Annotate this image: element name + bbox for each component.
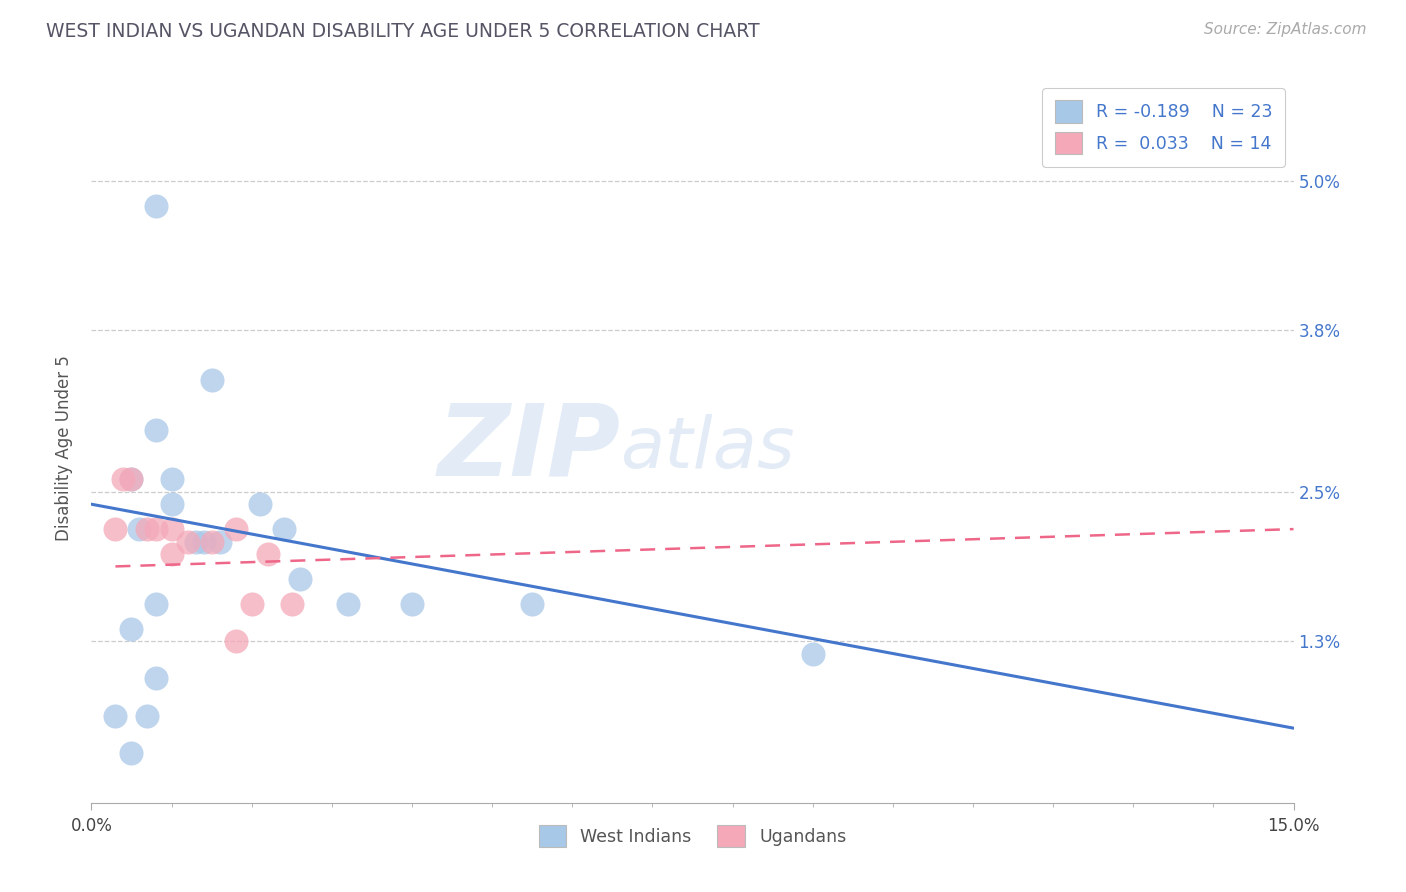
- Point: [145, 672, 167, 686]
- Point: [145, 597, 167, 611]
- Point: [193, 534, 215, 549]
- Point: [104, 522, 127, 536]
- Point: [176, 534, 198, 549]
- Point: [145, 522, 167, 536]
- Point: [128, 522, 150, 536]
- Point: [522, 597, 544, 611]
- Point: [160, 497, 183, 511]
- Point: [801, 647, 824, 661]
- Point: [281, 597, 304, 611]
- Point: [121, 746, 143, 760]
- Text: Source: ZipAtlas.com: Source: ZipAtlas.com: [1204, 22, 1367, 37]
- Point: [401, 597, 423, 611]
- Text: ZIP: ZIP: [437, 400, 620, 497]
- Point: [145, 199, 167, 213]
- Point: [336, 597, 359, 611]
- Point: [201, 534, 224, 549]
- Text: WEST INDIAN VS UGANDAN DISABILITY AGE UNDER 5 CORRELATION CHART: WEST INDIAN VS UGANDAN DISABILITY AGE UN…: [46, 22, 761, 41]
- Y-axis label: Disability Age Under 5: Disability Age Under 5: [55, 355, 73, 541]
- Point: [249, 497, 271, 511]
- Point: [288, 572, 311, 586]
- Point: [104, 708, 127, 723]
- Point: [160, 547, 183, 561]
- Point: [136, 708, 159, 723]
- Legend: West Indians, Ugandans: West Indians, Ugandans: [531, 818, 853, 855]
- Point: [121, 472, 143, 486]
- Point: [201, 373, 224, 387]
- Point: [225, 634, 247, 648]
- Point: [121, 622, 143, 636]
- Point: [240, 597, 263, 611]
- Point: [112, 472, 135, 486]
- Point: [256, 547, 278, 561]
- Point: [184, 534, 207, 549]
- Point: [121, 472, 143, 486]
- Point: [160, 472, 183, 486]
- Point: [145, 423, 167, 437]
- Text: atlas: atlas: [620, 414, 794, 483]
- Point: [273, 522, 295, 536]
- Point: [225, 522, 247, 536]
- Point: [160, 522, 183, 536]
- Point: [136, 522, 159, 536]
- Point: [208, 534, 231, 549]
